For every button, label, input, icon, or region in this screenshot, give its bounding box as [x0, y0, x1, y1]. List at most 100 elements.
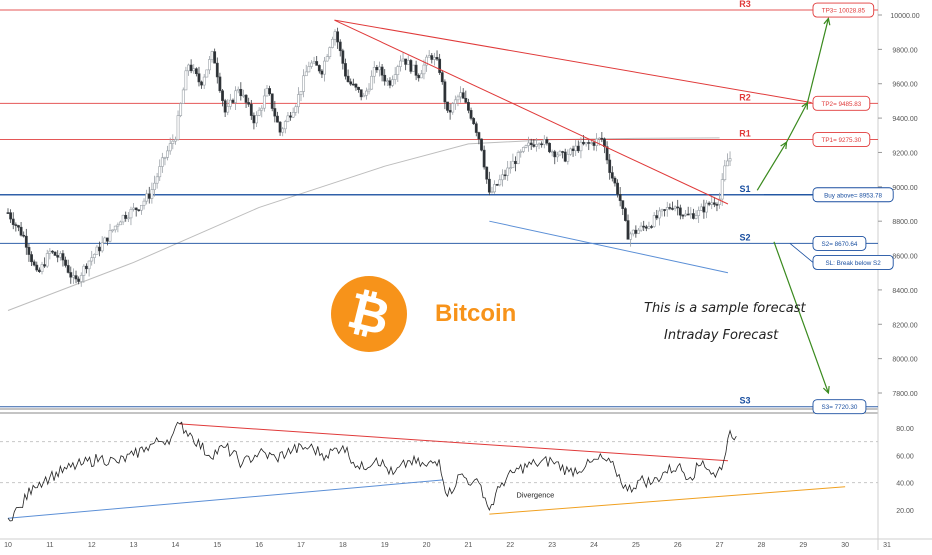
candle-body	[623, 208, 627, 221]
level-callout: Buy above= 8953.78	[812, 187, 894, 203]
candle-body	[53, 251, 57, 256]
candle-body	[527, 142, 530, 146]
candle-body	[644, 226, 648, 229]
level-label-s1: S1	[739, 184, 750, 194]
candle-body	[516, 152, 520, 165]
candle-body	[145, 193, 149, 202]
candle-body	[103, 237, 107, 244]
candle-body	[82, 265, 86, 276]
candle-body	[637, 229, 640, 234]
candle-body	[147, 193, 151, 199]
candle-body	[718, 198, 721, 205]
candle-body	[485, 166, 489, 180]
candle-body	[592, 142, 596, 146]
candle-body	[553, 151, 557, 158]
candle-body	[537, 143, 541, 146]
candle-body	[276, 115, 279, 123]
candle-body	[192, 68, 196, 72]
candle-body	[218, 76, 222, 92]
candle-body	[597, 137, 601, 140]
candle-body	[561, 151, 565, 153]
level-callout: TP3= 10028.85	[812, 2, 875, 18]
time-tick-label: 12	[88, 542, 96, 549]
candle-body	[338, 41, 342, 52]
candle-body	[605, 146, 609, 161]
candle-body	[707, 202, 711, 205]
candle-body	[121, 214, 125, 223]
candle-body	[490, 191, 494, 194]
candle-body	[137, 209, 141, 212]
candle-body	[231, 99, 235, 103]
candle-body	[459, 92, 462, 98]
candle-body	[262, 95, 266, 109]
candle-body	[289, 115, 292, 118]
time-tick-label: 18	[339, 542, 347, 549]
candle-body	[213, 51, 217, 64]
candle-body	[566, 153, 570, 162]
candle-body	[689, 213, 693, 215]
candle-body	[179, 103, 183, 116]
candle-body	[171, 140, 175, 144]
candle-body	[14, 224, 18, 226]
candle-body	[344, 63, 347, 77]
candle-body	[142, 200, 146, 206]
time-tick-label: 10	[4, 542, 12, 549]
candle-body	[702, 206, 706, 213]
candle-body	[681, 214, 685, 217]
candle-body	[98, 246, 101, 252]
candle-body	[419, 73, 423, 79]
level-label-s3: S3	[739, 396, 750, 406]
candle-body	[548, 142, 551, 153]
candle-body	[406, 60, 410, 65]
candle-body	[328, 47, 332, 57]
candle-body	[715, 204, 719, 206]
price-tick-label: 10000.00	[890, 13, 919, 20]
candle-body	[77, 278, 81, 282]
candle-body	[304, 71, 308, 77]
time-tick-label: 14	[172, 542, 180, 549]
candle-body	[589, 142, 593, 144]
rsi-trend-line	[179, 423, 728, 462]
candle-body	[652, 215, 656, 227]
candle-body	[181, 89, 185, 104]
candle-body	[579, 141, 583, 152]
time-tick-label: 28	[758, 542, 766, 549]
candle-body	[616, 182, 619, 195]
candle-body	[582, 141, 585, 145]
candle-body	[58, 253, 62, 258]
candle-body	[215, 62, 219, 78]
candle-body	[223, 100, 227, 113]
candle-body	[247, 102, 251, 105]
forecast-arrow-line	[756, 141, 788, 191]
candle-body	[663, 209, 667, 211]
candle-body	[404, 58, 408, 65]
level-callout: S3= 7720.30	[812, 399, 867, 415]
brand-name: Bitcoin	[435, 300, 517, 327]
price-tick-label: 8400.00	[892, 288, 917, 295]
candle-body	[417, 75, 421, 79]
candle-body	[380, 66, 384, 76]
price-tick-label: 8000.00	[892, 357, 917, 364]
candle-body	[11, 218, 15, 225]
level-callout: S2= 8670.64	[812, 235, 867, 251]
forecast-arrow-head	[823, 17, 831, 26]
candle-body	[393, 74, 397, 80]
candle-body	[514, 160, 517, 165]
callout-text: S2= 8670.64	[822, 241, 858, 248]
candle-body	[469, 110, 473, 119]
candle-body	[357, 86, 360, 90]
candle-body	[728, 158, 732, 162]
candle-body	[692, 213, 695, 219]
candle-body	[440, 72, 444, 83]
candle-body	[64, 259, 67, 266]
candle-body	[158, 166, 162, 178]
callout-box	[812, 235, 867, 251]
candle-body	[278, 121, 282, 133]
level-label-s2: S2	[739, 232, 750, 242]
candle-body	[461, 92, 465, 99]
time-tick-label: 15	[213, 542, 221, 549]
candle-body	[676, 206, 680, 209]
price-tick-label: 8800.00	[892, 219, 917, 226]
candle-body	[100, 242, 104, 252]
candle-body	[200, 81, 203, 86]
